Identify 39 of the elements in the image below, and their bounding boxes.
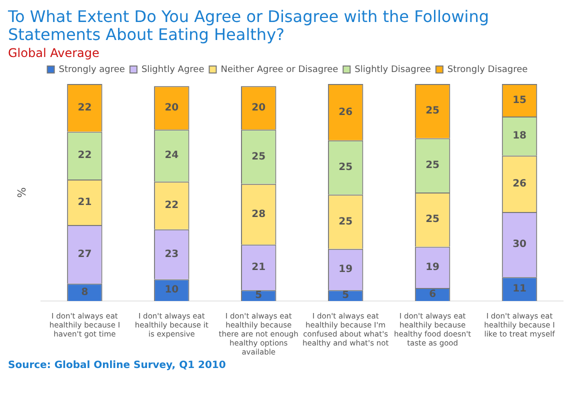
data-label: 20 [252, 102, 266, 114]
legend-label: Strongly Disagree [447, 64, 528, 75]
legend-label: Slightly Agree [141, 64, 205, 75]
data-label: 26 [338, 106, 353, 118]
data-label: 20 [164, 102, 179, 114]
legend-label: Slightly Disagree [354, 64, 432, 75]
data-label: 15 [512, 94, 527, 106]
data-label: 26 [512, 178, 527, 190]
data-label: 5 [255, 290, 262, 302]
data-label: 18 [512, 130, 527, 142]
data-label: 8 [81, 286, 88, 298]
data-label: 21 [78, 196, 92, 208]
data-label: 6 [429, 289, 436, 300]
data-label: 23 [164, 248, 179, 260]
y-axis-title: % [15, 187, 28, 198]
legend-label: Neither Agree or Disagree [220, 64, 339, 75]
data-label: 22 [164, 200, 179, 212]
data-label: 25 [252, 151, 266, 162]
data-label: 19 [338, 264, 353, 276]
data-label: 19 [426, 262, 440, 273]
data-label: 30 [512, 239, 527, 250]
data-label: 24 [164, 150, 179, 162]
data-label: 11 [512, 284, 527, 295]
data-label: 25 [338, 162, 353, 174]
data-label: 25 [338, 216, 353, 228]
data-label: 25 [426, 160, 440, 171]
data-label: 27 [78, 248, 92, 260]
data-label: 22 [78, 150, 92, 162]
data-label: 21 [252, 262, 266, 273]
data-label: 22 [78, 102, 92, 114]
data-label: 10 [164, 284, 179, 296]
source-note: Source: Global Online Survey, Q1 2010 [8, 360, 227, 371]
legend-label: Strongly agree [58, 64, 126, 75]
data-label: 25 [426, 106, 440, 117]
chart-title: To What Extent Do You Agree or Disagree with the Following Statements About Eating Healthy? [8, 7, 490, 44]
data-label: 28 [252, 208, 266, 220]
data-label: 5 [342, 290, 350, 302]
chart-subtitle: Global Average [8, 46, 100, 60]
data-label: 25 [426, 214, 440, 226]
